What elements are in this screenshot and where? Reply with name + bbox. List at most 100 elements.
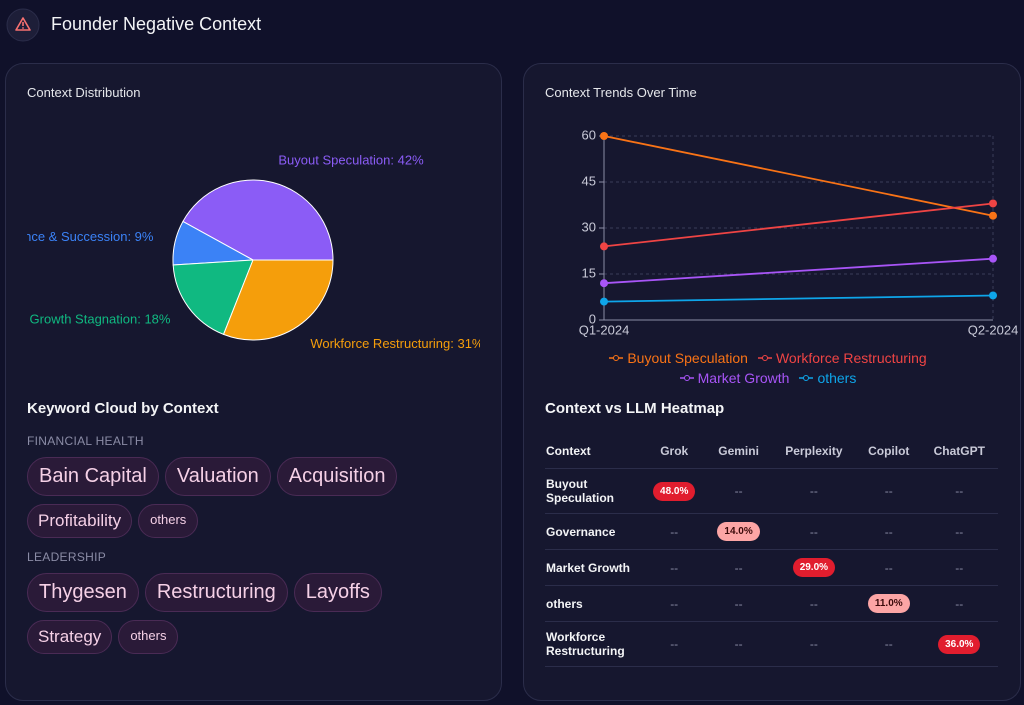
legend-icon: [609, 355, 624, 361]
empty-cell: --: [884, 637, 893, 651]
legend-icon-dot: [613, 355, 620, 361]
table-cell: --: [920, 513, 998, 550]
row-label: others: [545, 585, 642, 622]
legend-item: Workforce Restructuring: [757, 350, 927, 366]
pie-slice: [182, 179, 334, 261]
column-header: Context: [545, 434, 642, 469]
keyword-pill: Layoffs: [293, 573, 382, 612]
row-label: Workforce Restructuring: [545, 621, 642, 667]
table-cell: --: [642, 513, 707, 550]
table-cell: --: [642, 621, 707, 667]
table-cell: --: [642, 585, 707, 622]
table-cell: --: [706, 621, 771, 667]
table-cell: --: [770, 468, 857, 514]
group-label: LEADERSHIP: [27, 550, 107, 564]
series-point: [600, 242, 608, 251]
pie-slice: [222, 259, 334, 341]
column-header: ChatGPT: [920, 434, 998, 469]
header-row: Context Grok Gemini Perplexity Copilot ChatGP…: [545, 434, 998, 469]
series-point: [600, 279, 608, 288]
empty-cell: --: [809, 484, 818, 498]
series-point: [600, 297, 608, 306]
table-cell: --: [856, 549, 921, 586]
line-chart: 0 15 30 45 60 Q1-2024 Q2-2024: [579, 127, 1019, 337]
table-cell: --: [770, 621, 857, 667]
pie-label: Governance & Succession: 9%: [27, 229, 154, 244]
legend-item: Buyout Speculation: [609, 350, 748, 366]
keyword-pill: Thygesen: [27, 573, 139, 612]
group-label: FINANCIAL HEALTH: [27, 434, 144, 448]
empty-cell: --: [809, 524, 818, 539]
legend-item: Market Growth: [679, 370, 789, 386]
table-cell: --: [770, 585, 857, 622]
keyword-pill: Strategy: [27, 620, 113, 654]
row-label: Governance: [545, 513, 642, 550]
table-cell: 11.0%: [856, 585, 921, 622]
table-cell: 14.0%: [706, 513, 771, 550]
keyword-pill: Acquisition: [276, 457, 398, 496]
legend-icon-dot: [683, 375, 690, 381]
empty-cell: --: [670, 560, 679, 575]
heat-badge: 29.0%: [792, 558, 836, 577]
table-cell: --: [770, 513, 857, 550]
table-row: Workforce Restructuring -- -- -- -- 36.0%: [545, 621, 998, 667]
empty-cell: --: [670, 524, 679, 539]
keyword-pill: Valuation: [164, 457, 271, 496]
y-tick-label: 15: [582, 265, 596, 280]
table-cell: --: [856, 621, 921, 667]
legend-item: others: [799, 370, 856, 386]
legend: Buyout Speculation Workforce Restructurin…: [588, 350, 948, 386]
y-tick-label: 45: [582, 173, 596, 188]
series-point: [989, 291, 997, 300]
empty-cell: --: [670, 596, 679, 611]
table-cell: 36.0%: [920, 621, 998, 667]
column-header: Perplexity: [770, 434, 857, 469]
row-label: Buyout Speculation: [545, 468, 642, 514]
table-row: others -- -- -- 11.0% --: [545, 585, 998, 622]
empty-cell: --: [884, 560, 893, 575]
pie-label: Workforce Restructuring: 31%: [310, 336, 480, 351]
empty-cell: --: [734, 484, 743, 498]
empty-cell: --: [734, 596, 743, 611]
table-cell: --: [706, 585, 771, 622]
keyword-title: Keyword Cloud by Context: [27, 400, 219, 417]
table-cell: --: [920, 585, 998, 622]
heatmap-table: Context Grok Gemini Perplexity Copilot ChatGP…: [545, 434, 998, 667]
series-point: [989, 254, 997, 263]
column-header: Gemini: [706, 434, 771, 469]
pie-slice: [172, 259, 254, 336]
keyword-pill: others: [118, 620, 179, 654]
table-row: Market Growth -- -- 29.0% -- --: [545, 549, 998, 586]
table-cell: 29.0%: [770, 549, 857, 586]
table-cell: 48.0%: [642, 468, 707, 514]
table-cell: --: [920, 549, 998, 586]
series-line: [603, 202, 994, 248]
heat-badge: 11.0%: [867, 594, 910, 613]
legend-icon: [679, 375, 694, 381]
keyword-pill: Restructuring: [144, 573, 288, 612]
column-header: Grok: [642, 434, 707, 469]
empty-cell: --: [955, 484, 964, 498]
table-cell: --: [856, 468, 921, 514]
legend-icon: [757, 355, 772, 361]
series-point: [989, 199, 997, 208]
series-point: [989, 211, 997, 220]
legend-label: others: [817, 370, 857, 386]
table-row: Buyout Speculation 48.0% -- -- -- --: [545, 468, 998, 514]
y-tick-label: 60: [582, 127, 596, 142]
heatmap-title: Context vs LLM Heatmap: [545, 400, 725, 417]
pie-chart: Buyout Speculation: 42% Governance & Succ…: [27, 153, 480, 351]
pie-title: Context Distribution: [27, 85, 141, 100]
y-tick-label: 0: [589, 311, 596, 326]
empty-cell: --: [884, 484, 893, 498]
legend-label: Buyout Speculation: [627, 350, 748, 366]
keyword-cloud: FINANCIAL HEALTH Bain Capital Valuation Acq…: [27, 434, 467, 654]
legend-icon: [799, 375, 814, 381]
alert-icon: [6, 8, 40, 42]
row-label: Market Growth: [545, 549, 642, 586]
heat-badge: 48.0%: [653, 481, 696, 501]
series-line: [603, 135, 994, 217]
series-line: [603, 257, 994, 285]
legend-icon-dot: [761, 355, 768, 361]
